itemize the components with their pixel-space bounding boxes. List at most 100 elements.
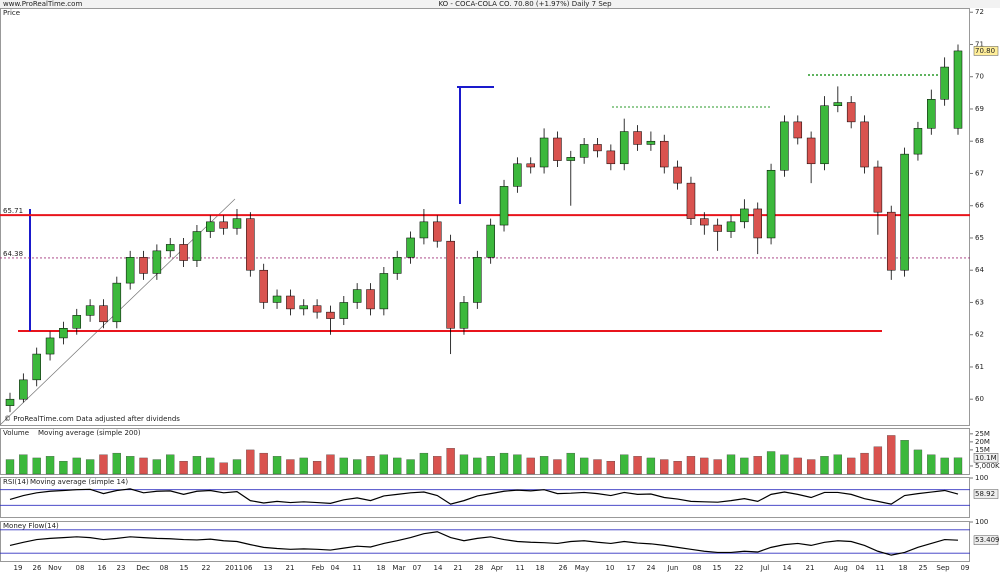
candle-body <box>860 121 869 168</box>
volume-bar <box>339 457 348 475</box>
x-axis-label: 19 <box>14 564 23 572</box>
y-tick-label: 71 <box>975 40 984 48</box>
panel-title: Price <box>3 9 20 17</box>
panel-title: Money Flow(14) <box>3 522 59 530</box>
y-tick-label: 66 <box>975 202 984 210</box>
candle-body <box>673 166 682 184</box>
y-tick-label: 68 <box>975 137 984 145</box>
volume-bar <box>139 457 148 475</box>
candle-body <box>179 244 188 261</box>
volume-bar <box>539 456 549 475</box>
candle-body <box>633 131 642 145</box>
volume-bar <box>847 457 856 475</box>
candle-body <box>286 295 295 310</box>
x-axis-label: Dec <box>136 564 150 572</box>
volume-bar <box>700 457 709 475</box>
y-tick-label: 62 <box>975 331 984 339</box>
x-axis-label: 10 <box>606 564 615 572</box>
volume-bar <box>473 457 482 475</box>
level-label: 65.71 <box>3 207 23 215</box>
y-tick-label: 64 <box>975 266 984 274</box>
volume-bar <box>232 459 242 475</box>
volume-bar <box>927 454 936 475</box>
candle-body <box>686 182 696 219</box>
candle-body <box>312 305 322 313</box>
last-value-label: 70.80 <box>975 47 995 55</box>
candle-body <box>272 295 282 303</box>
volume-bar <box>459 454 469 475</box>
volume-bar <box>286 459 295 475</box>
x-axis-label: 14 <box>434 564 443 572</box>
x-axis-label: Nov <box>48 564 62 572</box>
y-tick-label: 60 <box>975 395 984 403</box>
volume-bar <box>806 459 816 475</box>
candle-body <box>486 224 495 258</box>
last-value-label: 10.1M <box>975 454 997 462</box>
candle-body <box>165 244 175 252</box>
candle-body <box>152 250 162 274</box>
candle-body <box>700 218 709 226</box>
candle-body <box>846 102 856 123</box>
volume-bar <box>326 454 335 475</box>
header-title: KO - COCA-COLA CO. 70.80 (+1.97%) Daily … <box>438 0 612 8</box>
x-axis-label: 21 <box>806 564 815 572</box>
volume-bar <box>553 459 562 475</box>
footer: © ProRealTime.com Data adjusted after di… <box>4 415 180 423</box>
candle-body <box>219 221 228 229</box>
indicator-line <box>9 488 959 505</box>
x-axis-label: 08 <box>76 564 85 572</box>
candle-body <box>206 221 215 232</box>
volume-bar <box>45 456 55 475</box>
candle-body <box>513 163 522 187</box>
x-axis-label: 22 <box>202 564 211 572</box>
volume-bar <box>19 454 28 475</box>
volume-bar <box>5 459 15 475</box>
candle-body <box>766 169 776 239</box>
candle-body <box>192 231 202 261</box>
candle-body <box>299 305 309 310</box>
header-bar <box>0 0 1000 8</box>
candle-body <box>32 353 41 381</box>
candle-body <box>913 128 923 155</box>
x-axis-label: 18 <box>899 564 908 572</box>
x-axis-label: Sep <box>936 564 950 572</box>
volume-bar <box>860 452 869 475</box>
candle-body <box>259 269 268 303</box>
x-axis-label: 11 <box>516 564 525 572</box>
y-tick-label: 65 <box>975 234 984 242</box>
volume-bar <box>820 456 829 475</box>
volume-bar <box>406 459 415 475</box>
candle-body <box>139 257 148 274</box>
candle-body <box>392 257 402 274</box>
candle-body <box>366 289 375 310</box>
indicator-line <box>9 531 959 556</box>
x-axis-label: 28 <box>475 564 484 572</box>
y-tick-label: 61 <box>975 363 984 371</box>
y-tick-label: 25M <box>975 430 990 438</box>
x-axis-label: Aug <box>834 564 848 572</box>
x-axis-label: 26 <box>33 564 42 572</box>
y-tick-label: 100 <box>975 518 988 526</box>
volume-bar <box>192 456 202 475</box>
x-axis-label: 14 <box>783 564 792 572</box>
candle-body <box>419 221 429 239</box>
volume-bar <box>259 452 268 475</box>
volume-panel <box>0 428 970 475</box>
volume-bar <box>873 446 883 475</box>
candle-body <box>606 150 616 165</box>
x-axis-label: 2011 <box>225 564 243 572</box>
volume-bar <box>72 457 81 475</box>
candle-body <box>713 224 722 232</box>
volume-bar <box>112 452 121 475</box>
candle-body <box>406 237 415 258</box>
last-value-box <box>973 535 999 545</box>
candle-body <box>873 166 883 213</box>
candle-body <box>45 337 55 355</box>
y-tick-label: 70 <box>975 73 984 81</box>
y-tick-label: 63 <box>975 298 984 306</box>
x-axis-label: 21 <box>286 564 295 572</box>
volume-bar <box>766 451 776 475</box>
volume-bar <box>686 456 696 475</box>
volume-bar <box>32 457 41 475</box>
